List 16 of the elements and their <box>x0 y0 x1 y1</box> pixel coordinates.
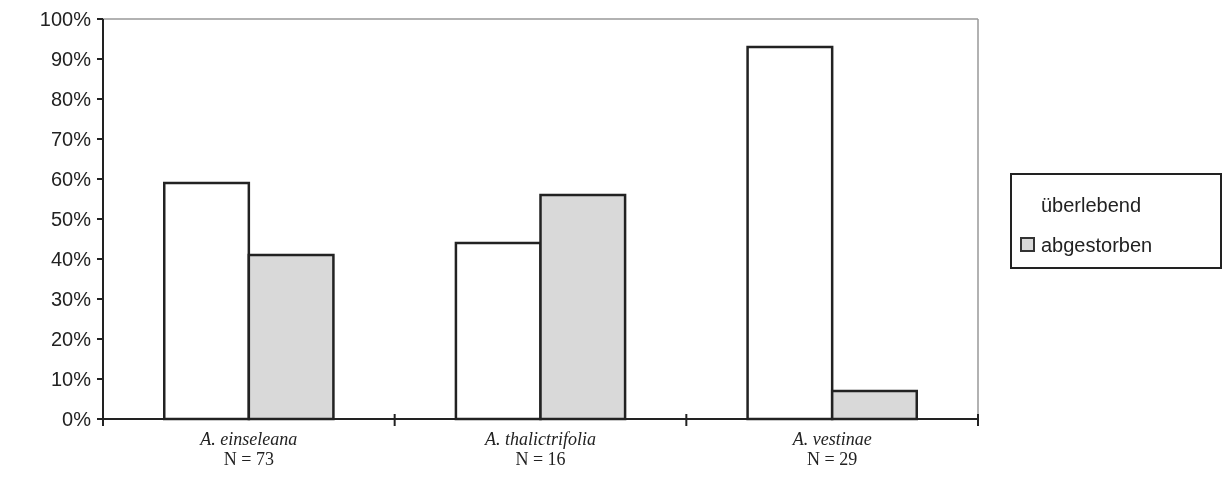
y-tick-label: 70% <box>50 128 92 150</box>
x-tick-label: A. thalictrifolia N = 16 <box>484 429 596 469</box>
y-tick-label: 60% <box>50 168 92 190</box>
y-tick-label: 0% <box>62 408 92 430</box>
x-tick-label: A. vestinae N = 29 <box>791 429 872 469</box>
y-tick-label: 20% <box>50 328 92 350</box>
legend-label: abgestorben <box>1041 234 1153 256</box>
y-tick-label: 100% <box>39 8 92 30</box>
y-tick-label: 40% <box>50 248 92 270</box>
y-tick-label: 80% <box>50 88 92 110</box>
y-tick-label: 10% <box>50 368 92 390</box>
y-tick-label: 30% <box>50 288 92 310</box>
y-tick-label: 90% <box>50 48 92 70</box>
x-tick-label: A. einseleana N = 73 <box>199 429 298 469</box>
text: überlebend <box>1041 194 1142 216</box>
y-tick-label: 50% <box>50 208 92 230</box>
